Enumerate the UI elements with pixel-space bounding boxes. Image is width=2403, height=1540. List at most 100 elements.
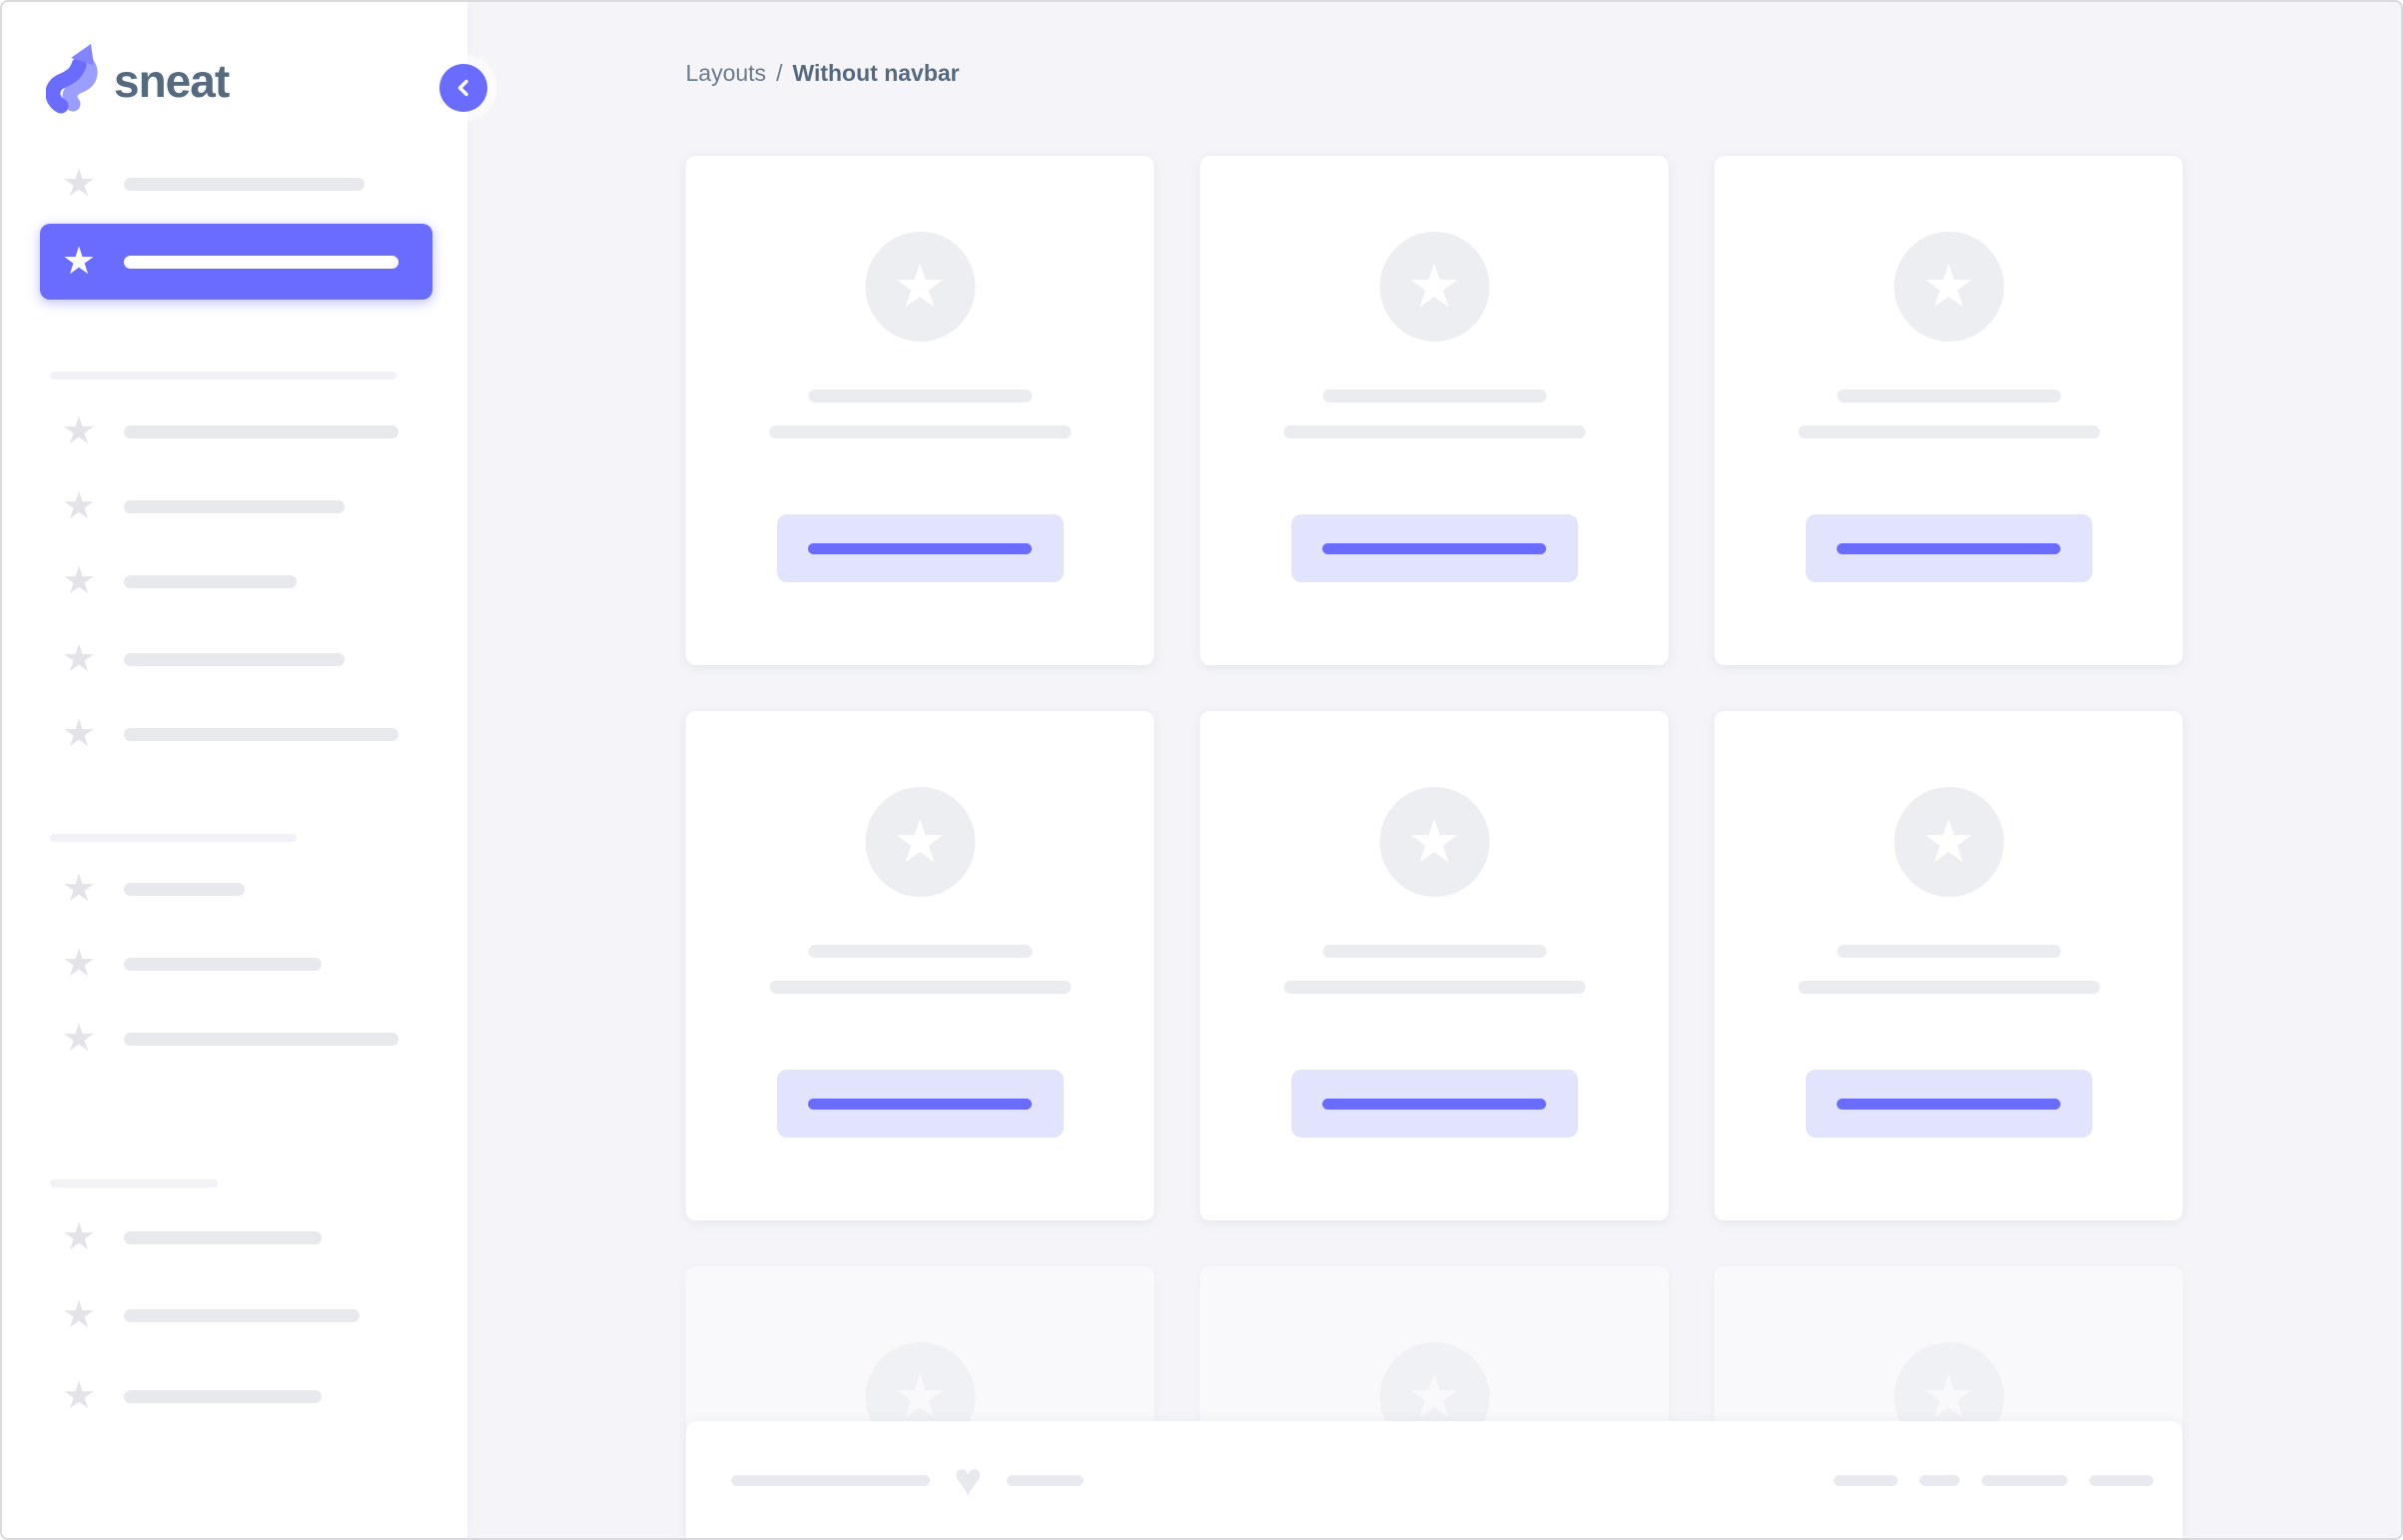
sidebar-item[interactable]: ★: [2, 1358, 435, 1434]
skeleton-line: [124, 882, 245, 896]
footer: ♥: [686, 1421, 2182, 1538]
skeleton-line: [1006, 1475, 1084, 1486]
skeleton-line: [1837, 1098, 2060, 1110]
star-icon: ★: [1922, 1363, 1976, 1430]
card-action-button[interactable]: [1290, 1070, 1578, 1138]
heart-icon: ♥: [954, 1453, 983, 1507]
skeleton-line: [124, 1389, 322, 1403]
skeleton-line: [124, 1230, 322, 1244]
sidebar-item[interactable]: ★: [2, 1199, 435, 1275]
skeleton-line: [124, 957, 322, 971]
sidebar-item[interactable]: ★: [2, 621, 435, 697]
star-icon: ★: [1407, 1363, 1461, 1430]
skeleton-line: [769, 425, 1071, 438]
skeleton-line: [1283, 981, 1585, 994]
star-icon: ★: [61, 410, 97, 452]
sneat-logo-icon: [46, 44, 98, 114]
card-action-button[interactable]: [1805, 1070, 2092, 1138]
skeleton-line: [769, 981, 1071, 994]
star-icon: ★: [61, 943, 97, 985]
card-action-button[interactable]: [776, 1070, 1064, 1138]
star-icon: ★: [1407, 808, 1461, 875]
placeholder-card: ★: [1200, 156, 1669, 665]
star-icon: ★: [893, 253, 947, 320]
skeleton-line: [124, 424, 399, 438]
star-icon: ★: [1922, 253, 1976, 320]
skeleton-line: [124, 177, 365, 191]
avatar: ★: [865, 232, 975, 342]
sidebar: sneat ★ ★ ★ ★ ★ ★ ★ ★ ★ ★ ★ ★ ★: [2, 2, 467, 1538]
footer-right: [1834, 1475, 2153, 1486]
sidebar-item[interactable]: ★: [2, 146, 435, 222]
skeleton-line: [124, 499, 345, 513]
sidebar-item[interactable]: ★: [2, 696, 435, 772]
app-title: sneat: [114, 55, 230, 107]
menu-section-divider: [50, 834, 297, 842]
skeleton-line: [1322, 1098, 1546, 1110]
star-icon: ★: [1407, 253, 1461, 320]
skeleton-line: [124, 574, 297, 588]
sidebar-item[interactable]: ★: [2, 393, 435, 469]
star-icon: ★: [61, 713, 97, 755]
footer-link[interactable]: [2089, 1475, 2153, 1486]
star-icon: ★: [1922, 808, 1976, 875]
avatar: ★: [1894, 232, 2003, 342]
skeleton-line: [1283, 425, 1585, 438]
star-icon: ★: [61, 1294, 97, 1336]
skeleton-line: [1798, 425, 2099, 438]
breadcrumb-link[interactable]: Layouts: [685, 60, 767, 86]
sidebar-item-active[interactable]: ★: [40, 224, 432, 300]
placeholder-card: ★: [1200, 711, 1669, 1220]
menu-section-divider: [50, 372, 397, 380]
skeleton-line: [124, 255, 399, 269]
card-action-button[interactable]: [1290, 514, 1578, 582]
sidebar-item[interactable]: ★: [2, 1277, 435, 1353]
avatar: ★: [1379, 232, 1489, 342]
avatar: ★: [1894, 787, 2003, 897]
sidebar-item[interactable]: ★: [2, 851, 435, 927]
sidebar-item[interactable]: ★: [2, 1001, 435, 1077]
breadcrumb-current: Without navbar: [792, 60, 960, 86]
star-icon: ★: [61, 638, 97, 680]
card-grid: ★ ★ ★ ★ ★ ★ ★ ★ ★: [685, 156, 2183, 1538]
skeleton-line: [1837, 389, 2060, 402]
footer-left: ♥: [731, 1453, 1084, 1507]
brand[interactable]: sneat: [46, 42, 230, 120]
star-icon: ★: [61, 485, 97, 527]
sidebar-item[interactable]: ★: [2, 926, 435, 1002]
star-icon: ★: [61, 868, 97, 910]
placeholder-card: ★: [685, 156, 1155, 665]
footer-link[interactable]: [1834, 1475, 1898, 1486]
sidebar-item[interactable]: ★: [2, 468, 435, 544]
skeleton-line: [1837, 945, 2060, 958]
star-icon: ★: [61, 241, 97, 283]
placeholder-card: ★: [1714, 156, 2183, 665]
skeleton-line: [1322, 945, 1546, 958]
footer-link[interactable]: [1920, 1475, 1960, 1486]
breadcrumb: Layouts / Without navbar: [686, 60, 2183, 87]
sidebar-menu: ★ ★ ★ ★ ★ ★ ★ ★ ★ ★ ★ ★ ★: [2, 2, 467, 1538]
skeleton-line: [124, 652, 345, 666]
footer-link[interactable]: [1982, 1475, 2067, 1486]
card-action-button[interactable]: [776, 514, 1064, 582]
card-action-button[interactable]: [1805, 514, 2092, 582]
sidebar-item[interactable]: ★: [2, 543, 435, 619]
star-icon: ★: [61, 1375, 97, 1417]
skeleton-line: [124, 1032, 399, 1046]
breadcrumb-separator: /: [776, 60, 783, 86]
avatar: ★: [1379, 787, 1489, 897]
content-area: Layouts / Without navbar ★ ★ ★ ★ ★ ★ ★ ★ ★ ♥: [467, 2, 2401, 1538]
skeleton-line: [124, 727, 399, 741]
skeleton-line: [124, 1308, 360, 1322]
star-icon: ★: [61, 1018, 97, 1060]
skeleton-line: [1798, 981, 2099, 994]
star-icon: ★: [893, 808, 947, 875]
skeleton-line: [808, 945, 1032, 958]
skeleton-line: [808, 1098, 1032, 1110]
placeholder-card: ★: [685, 711, 1155, 1220]
sidebar-collapse-button[interactable]: [439, 64, 487, 112]
skeleton-line: [808, 389, 1032, 402]
skeleton-line: [808, 542, 1032, 554]
skeleton-line: [1322, 389, 1546, 402]
